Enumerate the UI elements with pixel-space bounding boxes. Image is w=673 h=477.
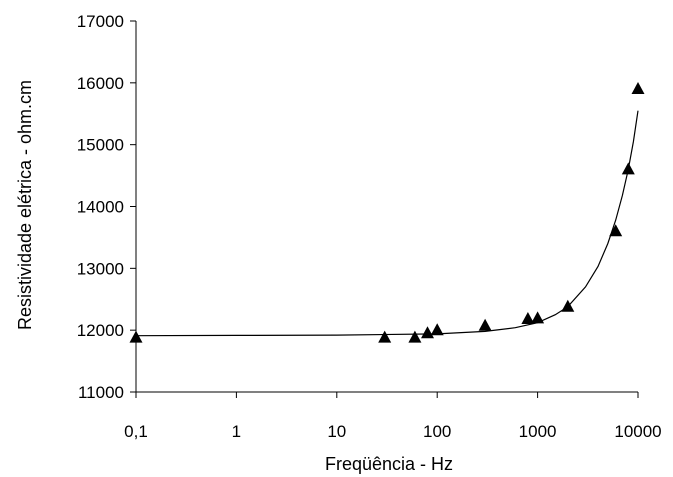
data-point-triangle [621, 162, 635, 175]
y-tick-label: 13000 [77, 259, 124, 278]
x-tick-label: 10000 [614, 422, 661, 441]
y-tick-label: 14000 [77, 198, 124, 217]
data-points [129, 82, 645, 343]
data-point-triangle [521, 312, 535, 324]
data-point-triangle [561, 299, 575, 312]
y-tick-label: 17000 [77, 12, 124, 31]
x-tick-label: 100 [423, 422, 451, 441]
y-axis-title: Resistividade elétrica - ohm.cm [15, 80, 35, 330]
data-point-triangle [430, 323, 444, 336]
y-tick-label: 12000 [77, 321, 124, 340]
y-tick-label: 11000 [78, 383, 124, 402]
x-tick-label: 1 [232, 422, 241, 441]
x-tick-label: 0,1 [124, 422, 148, 441]
y-tick-label: 16000 [77, 74, 124, 93]
y-axis-ticks: 11000 12000 13000 14000 15000 16000 17000 [77, 12, 136, 402]
x-tick-label: 10 [327, 422, 346, 441]
data-point-triangle [531, 311, 545, 324]
data-point-triangle [129, 330, 143, 343]
data-point-triangle [609, 224, 623, 237]
x-axis-ticks: 0,1 1 10 100 1000 10000 [124, 392, 662, 441]
trend-line [135, 110, 639, 337]
data-point-triangle [478, 318, 492, 331]
data-point-triangle [378, 330, 392, 343]
x-tick-label: 1000 [519, 422, 557, 441]
data-point-triangle [408, 330, 422, 343]
y-tick-label: 15000 [77, 136, 124, 155]
data-point-triangle [421, 326, 434, 339]
x-axis-title: Freqüência - Hz [325, 454, 453, 474]
data-point-triangle [631, 82, 645, 94]
